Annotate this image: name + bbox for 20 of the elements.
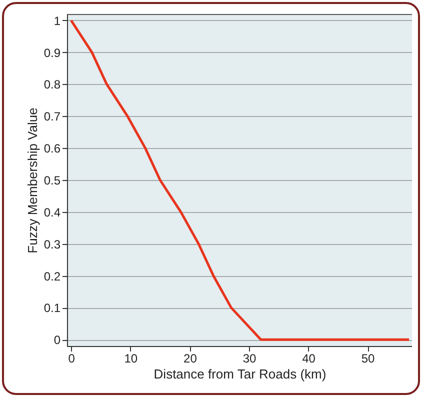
y-tick-label: 0.8 <box>44 78 61 92</box>
x-tick-label: 40 <box>302 352 316 366</box>
y-tick-label: 0.3 <box>44 237 61 252</box>
x-tick-label: 30 <box>242 352 256 366</box>
y-tick-label: 0.7 <box>44 110 61 124</box>
y-axis-title: Fuzzy Membership Value <box>24 108 40 254</box>
x-tick-label: 0 <box>68 352 76 366</box>
x-tick-label: 50 <box>361 352 376 366</box>
x-tick-label: 20 <box>184 352 198 366</box>
y-tick-label: 0.2 <box>44 269 61 284</box>
y-tick-label: 1 <box>54 14 61 28</box>
x-tick-label: 10 <box>124 352 138 366</box>
x-axis-title: Distance from Tar Roads (km) <box>154 366 326 382</box>
line-series <box>70 19 410 341</box>
y-tick-label: 0.9 <box>44 46 61 60</box>
y-tick-label: 0.4 <box>44 205 61 220</box>
y-tick-label: 0.6 <box>44 142 61 156</box>
y-tick-label: 0.1 <box>44 301 61 316</box>
y-tick-label: 0 <box>54 333 61 348</box>
y-tick-label: 0.5 <box>44 174 61 188</box>
